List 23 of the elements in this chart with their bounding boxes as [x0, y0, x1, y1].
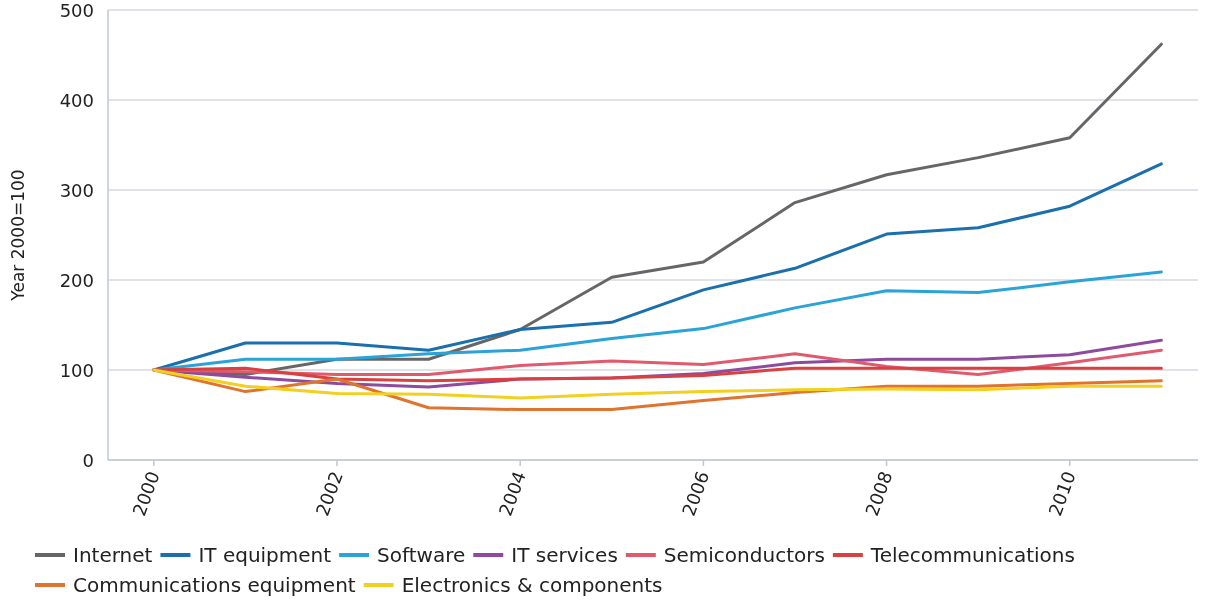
y-tick-label: 200: [59, 269, 94, 291]
x-tick-label: 2002: [311, 468, 347, 519]
legend-label: Electronics & components: [401, 573, 663, 597]
y-axis-title: Year 2000=100: [8, 169, 28, 302]
x-tick-label: 2008: [861, 468, 897, 519]
y-tick-label: 0: [82, 449, 94, 471]
legend-label: Internet: [73, 543, 153, 567]
legend-label: Communications equipment: [73, 573, 356, 597]
legend-label: Telecommunications: [869, 543, 1075, 567]
legend-label: IT services: [511, 543, 618, 567]
line-series: [152, 366, 1163, 383]
y-tick-label: 300: [59, 179, 94, 201]
x-tick-label: 2010: [1044, 468, 1080, 519]
legend-label: Semiconductors: [663, 543, 825, 567]
y-tick-label: 400: [59, 89, 94, 111]
x-tick-label: 2004: [494, 468, 531, 519]
x-tick-label: 2006: [677, 468, 714, 519]
legend-label: Software: [377, 543, 466, 567]
legend-label: IT equipment: [198, 543, 332, 567]
y-tick-label: 100: [59, 359, 94, 381]
x-tick-label: 2000: [128, 468, 164, 519]
y-tick-label: 500: [59, 0, 94, 21]
line-series: [152, 368, 1163, 400]
